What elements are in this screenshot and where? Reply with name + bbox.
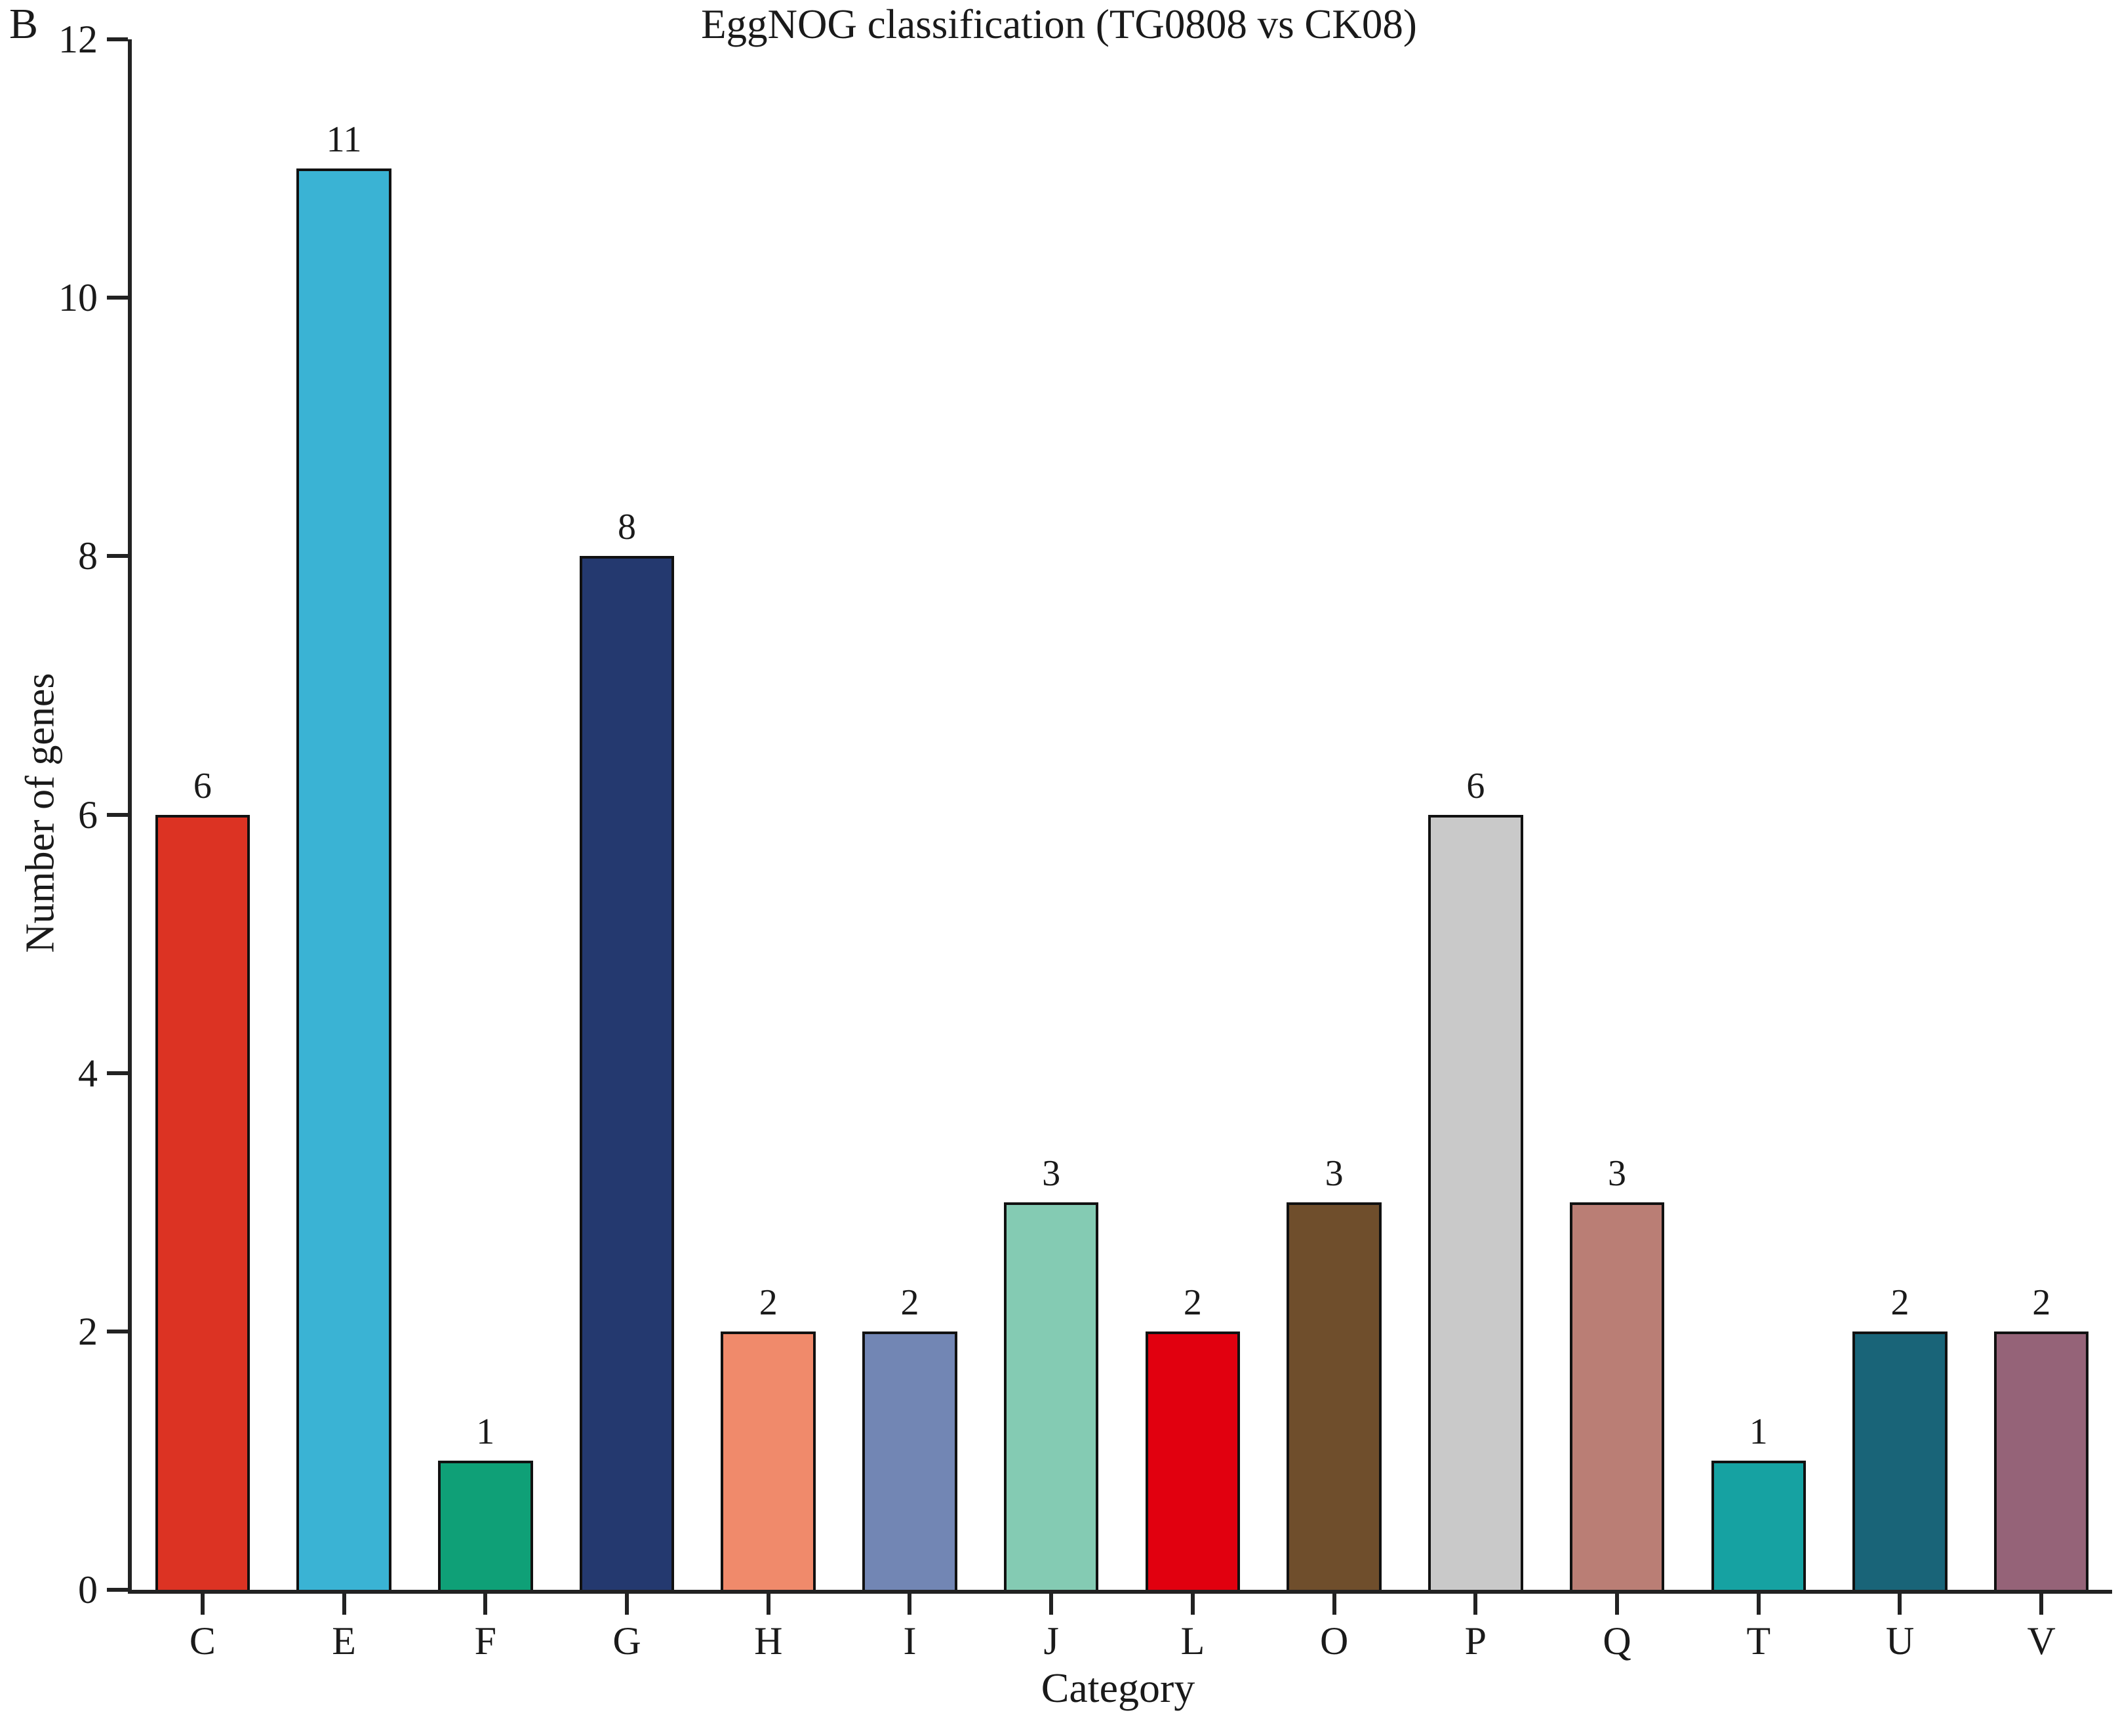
bar-value-label-T: 1	[1749, 1411, 1768, 1452]
x-tick-label-Q: Q	[1603, 1619, 1631, 1663]
chart-title: EggNOG classification (TG0808 vs CK08)	[701, 1, 1417, 47]
bar-value-label-Q: 3	[1608, 1153, 1627, 1194]
y-tick-0	[107, 1588, 128, 1592]
plot-area: 0 2 4 6 8 10 12 6 C 11 E 1 F 8 G 2 H 2 I 3 J 2 L 3 O 6 P 3 Q 1 T 2 U 2 V	[58, 18, 2112, 1661]
bar-value-label-P: 6	[1466, 765, 1485, 806]
x-tick-V	[2039, 1594, 2044, 1615]
x-tick-label-G: G	[612, 1619, 641, 1663]
x-tick-label-F: F	[474, 1619, 496, 1663]
x-tick-label-V: V	[2027, 1619, 2056, 1663]
bars-container: 6 C 11 E 1 F 8 G 2 H 2 I 3 J 2 L 3 O 6 P 3 Q 1 T 2 U 2 V	[132, 39, 2112, 1661]
x-tick-P	[1473, 1594, 1478, 1615]
bar-C	[155, 814, 250, 1590]
x-tick-label-P: P	[1464, 1619, 1487, 1663]
bar-value-label-V: 2	[2032, 1282, 2051, 1323]
x-axis-title: Category	[1041, 1665, 1195, 1711]
bar-U	[1852, 1331, 1948, 1590]
bar-value-label-G: 8	[618, 507, 637, 548]
x-tick-U	[1898, 1594, 1902, 1615]
y-tick-12	[107, 37, 128, 41]
bar-value-label-E: 11	[326, 119, 362, 161]
bar-value-label-U: 2	[1890, 1282, 1909, 1323]
x-tick-O	[1332, 1594, 1336, 1615]
x-tick-G	[625, 1594, 629, 1615]
x-tick-Q	[1615, 1594, 1620, 1615]
y-tick-label-6: 6	[78, 793, 98, 837]
bar-P	[1428, 814, 1523, 1590]
bar-value-label-L: 2	[1183, 1282, 1202, 1323]
y-tick-2	[107, 1329, 128, 1333]
bar-value-label-I: 2	[900, 1282, 919, 1323]
bar-value-label-F: 1	[476, 1411, 495, 1452]
bar-O	[1287, 1202, 1382, 1590]
y-tick-6	[107, 812, 128, 817]
x-tick-label-U: U	[1885, 1619, 1915, 1663]
bar-value-label-O: 3	[1325, 1153, 1344, 1194]
x-tick-I	[908, 1594, 912, 1615]
bar-value-label-H: 2	[759, 1282, 778, 1323]
x-tick-label-O: O	[1319, 1619, 1349, 1663]
x-tick-T	[1756, 1594, 1761, 1615]
panel-label: B	[9, 0, 39, 48]
y-tick-label-0: 0	[78, 1568, 98, 1611]
y-tick-label-4: 4	[78, 1051, 98, 1095]
x-tick-label-J: J	[1043, 1619, 1059, 1663]
bar-I	[862, 1331, 957, 1590]
bar-G	[579, 556, 675, 1590]
bar-Q	[1569, 1202, 1665, 1590]
y-tick-label-10: 10	[58, 276, 98, 320]
bar-V	[1993, 1331, 2089, 1590]
x-tick-label-L: L	[1180, 1619, 1205, 1663]
x-tick-label-H: H	[754, 1619, 783, 1663]
x-tick-H	[766, 1594, 770, 1615]
bar-E	[296, 168, 391, 1590]
bar-J	[1003, 1202, 1099, 1590]
x-tick-F	[483, 1594, 488, 1615]
x-tick-label-E: E	[332, 1619, 356, 1663]
y-axis-ticks: 0 2 4 6 8 10 12	[58, 18, 2112, 1611]
bar-value-label-J: 3	[1042, 1153, 1061, 1194]
x-tick-C	[200, 1594, 205, 1615]
x-tick-L	[1190, 1594, 1195, 1615]
bar-F	[438, 1460, 533, 1590]
y-tick-4	[107, 1071, 128, 1075]
bar-slot-E: 11 E	[273, 39, 415, 1661]
y-tick-label-2: 2	[78, 1309, 98, 1353]
bar-L	[1145, 1331, 1241, 1590]
x-tick-label-C: C	[189, 1619, 216, 1663]
y-tick-10	[107, 296, 128, 300]
bar-value-label-C: 6	[193, 765, 212, 806]
bar-H	[721, 1331, 816, 1590]
y-tick-label-12: 12	[58, 18, 98, 61]
x-tick-J	[1049, 1594, 1054, 1615]
y-tick-8	[107, 554, 128, 559]
x-tick-E	[342, 1594, 346, 1615]
y-tick-label-8: 8	[78, 534, 98, 578]
x-tick-label-T: T	[1746, 1619, 1771, 1663]
bar-T	[1711, 1460, 1807, 1590]
x-tick-label-I: I	[903, 1619, 917, 1663]
